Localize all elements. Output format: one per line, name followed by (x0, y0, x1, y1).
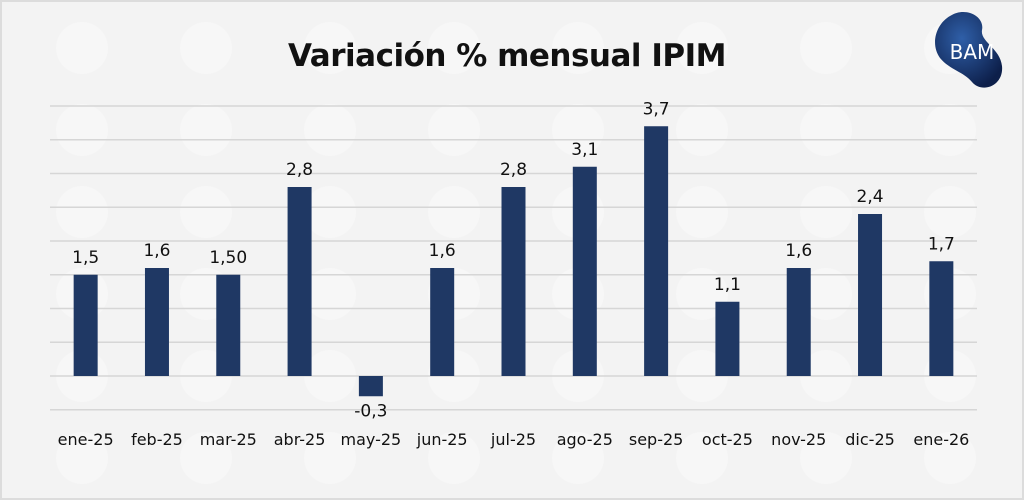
bar-ene-25 (73, 274, 98, 376)
bar-oct-25 (715, 301, 740, 376)
watermark-mark (676, 186, 728, 238)
watermark-mark (180, 22, 232, 74)
data-label: -0,3 (354, 401, 387, 421)
watermark-mark (304, 268, 356, 320)
bar-jun-25 (430, 268, 455, 376)
x-tick-label: abr-25 (274, 430, 326, 449)
bar-feb-25 (144, 268, 169, 376)
x-tick-label: jun-25 (416, 430, 468, 449)
x-tick-label: ene-25 (58, 430, 114, 449)
x-tick-label: mar-25 (200, 430, 257, 449)
data-label: 1,5 (72, 248, 99, 268)
bar-jul-25 (501, 187, 526, 376)
data-label: 1,6 (785, 241, 812, 261)
watermark-mark (676, 104, 728, 156)
watermark-mark (924, 186, 976, 238)
x-tick-label: jul-25 (490, 430, 536, 449)
watermark-mark (180, 186, 232, 238)
data-label: 2,8 (500, 160, 527, 180)
watermark-mark (56, 104, 108, 156)
watermark-mark (800, 104, 852, 156)
bar-ene-26 (929, 261, 954, 376)
watermark-mark (552, 432, 604, 484)
watermark-mark (924, 432, 976, 484)
watermark-mark (800, 186, 852, 238)
x-tick-label: ago-25 (557, 430, 613, 449)
data-label: 1,6 (143, 241, 170, 261)
watermark-mark (428, 186, 480, 238)
watermark-mark (304, 22, 356, 74)
data-label: 3,7 (643, 99, 670, 119)
x-tick-label: may-25 (341, 430, 402, 449)
x-tick-label: ene-26 (913, 430, 969, 449)
bar-dic-25 (858, 214, 883, 376)
x-tick-label: dic-25 (845, 430, 895, 449)
data-label: 1,1 (714, 275, 741, 295)
watermark-mark (676, 22, 728, 74)
data-label: 3,1 (571, 140, 598, 160)
watermark-mark (304, 432, 356, 484)
data-label: 1,6 (429, 241, 456, 261)
watermark-mark (180, 104, 232, 156)
data-label: 1,7 (928, 234, 955, 254)
watermark-mark (304, 104, 356, 156)
watermark-mark (800, 22, 852, 74)
x-tick-label: oct-25 (702, 430, 753, 449)
watermark-mark (428, 104, 480, 156)
data-label: 2,4 (857, 187, 884, 207)
watermark-mark (800, 432, 852, 484)
bar-sep-25 (644, 126, 669, 376)
watermark-mark (924, 104, 976, 156)
bar-mar-25 (216, 274, 241, 376)
x-tick-label: nov-25 (771, 430, 826, 449)
watermark-mark (56, 432, 108, 484)
watermark-mark (428, 432, 480, 484)
watermark-mark (56, 186, 108, 238)
bar-abr-25 (287, 187, 312, 376)
data-label: 2,8 (286, 160, 313, 180)
watermark-mark (800, 268, 852, 320)
bar-may-25 (358, 376, 383, 397)
watermark-mark (552, 22, 604, 74)
chart-title: Variación % mensual IPIM (288, 38, 726, 74)
x-tick-label: sep-25 (629, 430, 683, 449)
watermark-mark (428, 22, 480, 74)
data-label: 1,50 (209, 248, 247, 268)
watermark-mark (676, 432, 728, 484)
bar-ago-25 (572, 166, 597, 376)
watermark-mark (304, 186, 356, 238)
watermark-mark (676, 268, 728, 320)
x-tick-label: feb-25 (131, 430, 183, 449)
bar-nov-25 (786, 268, 811, 376)
watermark-mark (180, 432, 232, 484)
watermark-mark (56, 22, 108, 74)
bam-logo (935, 11, 1003, 88)
watermark-mark (552, 104, 604, 156)
logo-text: BAM (949, 40, 995, 64)
